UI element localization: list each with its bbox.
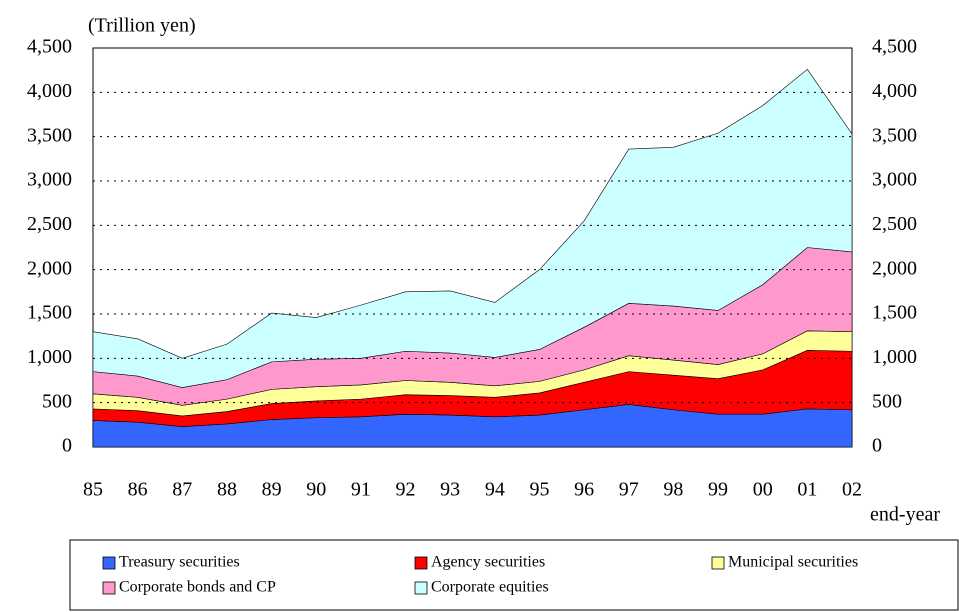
legend-label: Corporate equities: [431, 579, 549, 596]
x-tick-label: 93: [440, 479, 460, 501]
y-tick-label: 4,500: [27, 36, 72, 58]
y2-tick-label: 4,500: [872, 36, 917, 58]
x-tick-label: 95: [529, 479, 549, 501]
area: [92, 68, 853, 388]
x-tick-label: 88: [217, 479, 237, 501]
x-tick-label: 02: [842, 479, 862, 501]
y-tick-label: 2,000: [27, 257, 72, 279]
y-tick-label: 1,500: [27, 302, 72, 324]
y2-tick-label: 3,500: [872, 124, 917, 146]
y2-tick-label: 3,000: [872, 169, 917, 191]
y2-tick-label: 1,000: [872, 346, 917, 368]
legend-swatch: [102, 556, 116, 570]
y2-tick-label: 500: [872, 390, 902, 412]
y-tick-label: 500: [42, 390, 72, 412]
y-tick-label: 3,500: [27, 124, 72, 146]
legend-label: Agency securities: [431, 554, 545, 571]
y-tick-label: 3,000: [27, 169, 72, 191]
legend-label: Treasury securities: [119, 554, 240, 571]
legend-swatch: [414, 581, 428, 595]
x-tick-label: 85: [83, 479, 103, 501]
legend-swatch: [711, 556, 725, 570]
x-axis-label: end-year: [870, 504, 940, 526]
legend-frame: [69, 539, 959, 611]
legend-label: Corporate bonds and CP: [119, 579, 276, 596]
y-unit-label: (Trillion yen): [88, 15, 196, 37]
x-tick-label: 00: [753, 479, 773, 501]
y2-tick-label: 2,500: [872, 213, 917, 235]
x-tick-label: 98: [663, 479, 683, 501]
y2-tick-label: 1,500: [872, 302, 917, 324]
legend-label: Municipal securities: [728, 554, 858, 571]
y-tick-label: 4,000: [27, 80, 72, 102]
x-tick-label: 99: [708, 479, 728, 501]
x-tick-label: 86: [128, 479, 148, 501]
y2-tick-label: 0: [872, 435, 882, 457]
legend-swatch: [414, 556, 428, 570]
x-tick-label: 94: [485, 479, 505, 501]
x-tick-label: 87: [172, 479, 192, 501]
y2-tick-label: 4,000: [872, 80, 917, 102]
y-tick-label: 1,000: [27, 346, 72, 368]
x-tick-label: 92: [396, 479, 416, 501]
x-tick-label: 89: [262, 479, 282, 501]
x-tick-label: 97: [619, 479, 639, 501]
x-tick-label: 91: [351, 479, 371, 501]
x-tick-label: 01: [797, 479, 817, 501]
y-tick-label: 2,500: [27, 213, 72, 235]
x-tick-label: 90: [306, 479, 326, 501]
y2-tick-label: 2,000: [872, 257, 917, 279]
y-tick-label: 0: [62, 435, 72, 457]
legend-swatch: [102, 581, 116, 595]
x-tick-label: 96: [574, 479, 594, 501]
